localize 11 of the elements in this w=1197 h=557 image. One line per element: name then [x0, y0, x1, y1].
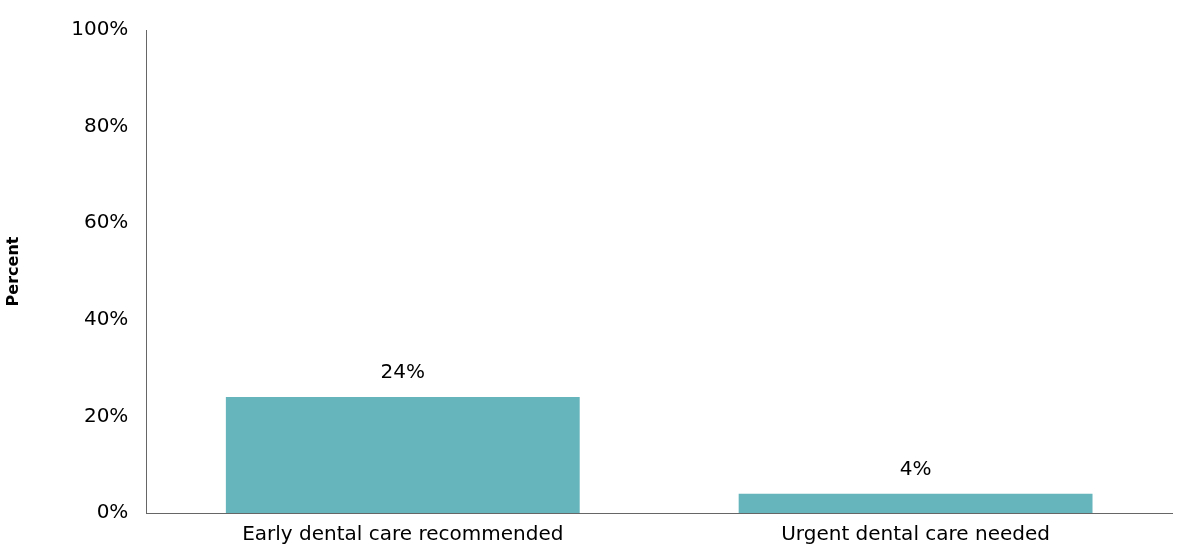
- x-tick-label: Early dental care recommended: [242, 521, 564, 546]
- data-label: 4%: [899, 455, 932, 480]
- y-tick-label: 40%: [83, 306, 129, 330]
- y-tick-label: 60%: [83, 209, 129, 234]
- y-tick-label: 100%: [71, 16, 129, 41]
- y-tick-label: 20%: [83, 402, 129, 427]
- y-tick-label: 0%: [96, 499, 129, 524]
- data-label: 24%: [380, 359, 426, 384]
- y-axis-title: Percent: [2, 236, 22, 307]
- x-tick-label: Urgent dental care needed: [781, 521, 1050, 546]
- y-tick-label: 80%: [83, 112, 129, 137]
